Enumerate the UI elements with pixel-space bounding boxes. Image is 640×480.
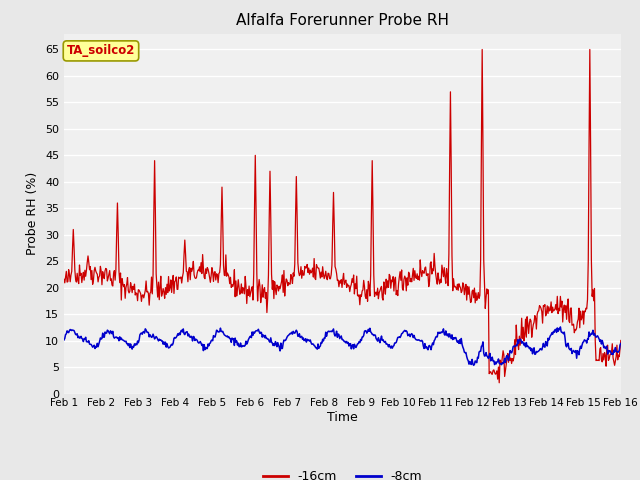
Y-axis label: Probe RH (%): Probe RH (%): [26, 172, 40, 255]
Legend: -16cm, -8cm: -16cm, -8cm: [257, 465, 428, 480]
Title: Alfalfa Forerunner Probe RH: Alfalfa Forerunner Probe RH: [236, 13, 449, 28]
Text: TA_soilco2: TA_soilco2: [67, 44, 135, 58]
X-axis label: Time: Time: [327, 411, 358, 424]
